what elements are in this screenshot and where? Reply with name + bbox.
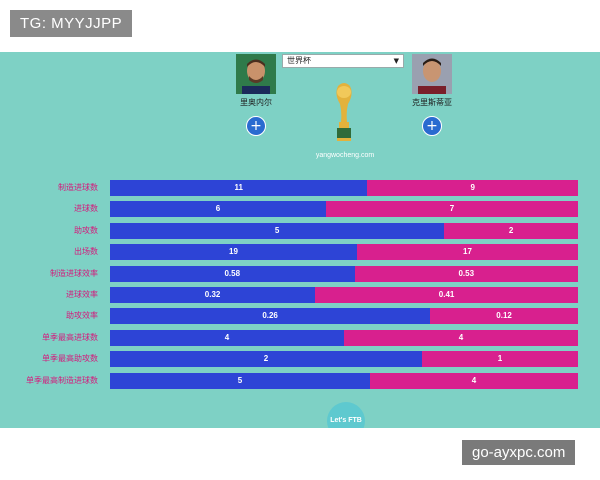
stat-row: 助攻效率 0.26 0.12	[0, 308, 600, 325]
stat-value-left: 6	[215, 204, 221, 214]
stat-value-right: 0.12	[496, 311, 512, 321]
stat-bar-left: 11	[110, 180, 368, 196]
stat-bar: 0.26 0.12	[110, 308, 578, 325]
stat-value-right: 4	[471, 375, 477, 385]
stat-bar-right: 9	[367, 180, 578, 196]
stat-label: 单季最高制造进球数	[26, 375, 98, 385]
stat-bar-right: 1	[421, 351, 578, 368]
stat-label: 出场数	[74, 247, 98, 257]
player-photo-left	[236, 54, 276, 94]
stat-label: 助攻效率	[66, 311, 98, 321]
stat-value-left: 4	[224, 332, 230, 342]
stat-value-right: 1	[497, 354, 503, 364]
stat-bar-right: 0.12	[430, 308, 578, 325]
watermark-top: TG: MYYJJPP	[10, 10, 133, 37]
stat-label: 单季最高助攻数	[42, 354, 98, 364]
player-photo-ronaldo	[412, 54, 452, 94]
stat-row: 进球效率 0.32 0.41	[0, 287, 600, 303]
stat-bar: 19 17	[110, 244, 578, 261]
stat-row: 单季最高制造进球数 5 4	[0, 372, 600, 389]
stat-value-left: 5	[237, 375, 243, 385]
stat-value-left: 0.58	[224, 268, 241, 278]
stat-bar-left: 0.58	[110, 265, 355, 282]
chevron-down-icon: ▼	[393, 57, 399, 65]
stat-bar-right: 2	[444, 222, 578, 239]
player-right: 克里斯蒂亚 +	[402, 54, 462, 136]
stat-value-right: 7	[449, 204, 455, 214]
stat-bar-left: 19	[110, 244, 357, 261]
watermark-bottom: go-ayxpc.com	[462, 440, 576, 465]
stat-value-right: 17	[463, 247, 472, 257]
stat-label: 进球数	[74, 204, 98, 214]
stat-row: 单季最高助攻数 2 1	[0, 351, 600, 368]
player-photo-right	[412, 54, 452, 94]
player-photo-messi	[236, 54, 276, 94]
stat-bar: 0.32 0.41	[110, 287, 578, 303]
stat-bar-right: 0.53	[354, 265, 578, 282]
stat-bar-left: 5	[110, 222, 445, 239]
stat-value-right: 0.41	[438, 290, 455, 299]
stat-bar: 11 9	[110, 180, 578, 196]
competition-select-value: 世界杯	[287, 56, 311, 65]
site-url: yangwocheng.com	[315, 152, 375, 159]
world-cup-trophy-icon	[336, 83, 352, 141]
player-left-name: 里奥内尔	[240, 98, 272, 107]
stat-row: 制造进球数 11 9	[0, 180, 600, 196]
stat-value-left: 0.32	[204, 290, 221, 299]
stat-bar-left: 5	[110, 372, 370, 389]
stat-row: 制造进球效率 0.58 0.53	[0, 265, 600, 282]
comparison-panel: 里奥内尔 + 世界杯 ▼ 克里斯蒂亚 + yangwocheng.com 制造进…	[0, 52, 600, 428]
stat-bar-left: 6	[110, 201, 326, 218]
stat-value-left: 11	[234, 183, 243, 192]
stat-value-right: 0.53	[458, 268, 475, 278]
stat-bar-left: 2	[110, 351, 422, 368]
stat-row: 单季最高进球数 4 4	[0, 329, 600, 346]
stat-value-right: 9	[470, 183, 475, 192]
stat-bar-right: 17	[357, 244, 578, 261]
add-player-right-button[interactable]: +	[422, 116, 442, 136]
player-left: 里奥内尔 +	[226, 54, 286, 136]
stat-bar-right: 7	[326, 201, 578, 218]
stat-bar-right: 4	[370, 372, 578, 389]
stat-value-left: 5	[274, 225, 280, 235]
stat-label: 助攻数	[74, 225, 98, 235]
stat-label: 制造进球数	[58, 183, 98, 192]
stat-bar-left: 0.32	[110, 287, 316, 303]
competition-select[interactable]: 世界杯 ▼	[282, 54, 404, 68]
stat-label: 制造进球效率	[50, 268, 98, 278]
add-player-left-button[interactable]: +	[246, 116, 266, 136]
stat-label: 单季最高进球数	[42, 332, 98, 342]
stat-value-right: 4	[458, 332, 464, 342]
stat-value-left: 2	[263, 354, 269, 364]
stat-row: 进球数 6 7	[0, 201, 600, 218]
stat-value-left: 0.26	[262, 311, 278, 321]
stat-bar-right: 4	[344, 329, 578, 346]
stat-label: 进球效率	[66, 290, 98, 299]
stat-value-right: 2	[508, 225, 514, 235]
brand-logo[interactable]: Let's FTB	[327, 402, 365, 428]
stat-bar-right: 0.41	[315, 287, 578, 303]
stat-row: 出场数 19 17	[0, 244, 600, 261]
stat-bar-left: 4	[110, 329, 344, 346]
stat-row: 助攻数 5 2	[0, 222, 600, 239]
player-right-name: 克里斯蒂亚	[412, 98, 452, 107]
stat-value-left: 19	[229, 247, 238, 257]
stat-bar-left: 0.26	[110, 308, 431, 325]
stat-bar: 0.58 0.53	[110, 265, 578, 282]
